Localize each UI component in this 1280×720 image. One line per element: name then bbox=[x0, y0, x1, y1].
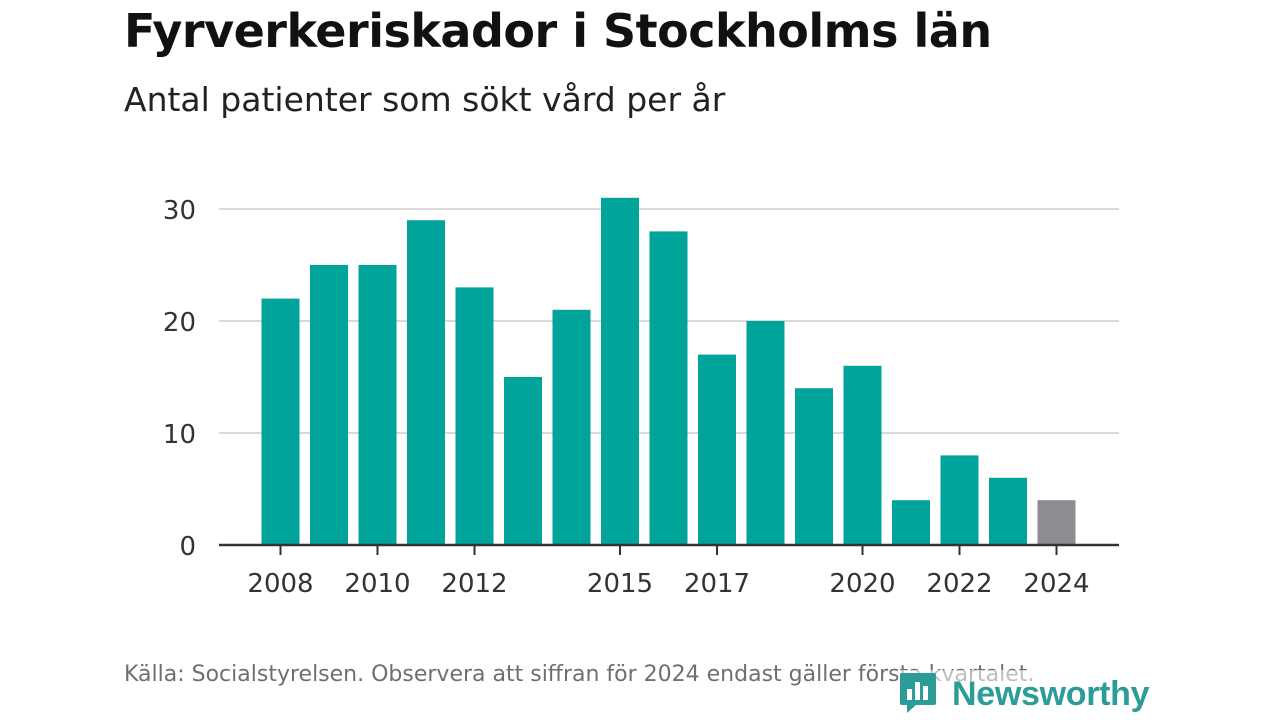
bar-2021 bbox=[892, 500, 930, 545]
y-tick-label: 0 bbox=[179, 532, 196, 562]
y-tick-label: 30 bbox=[163, 196, 196, 226]
chart-title: Fyrverkeriskador i Stockholms län bbox=[124, 4, 992, 58]
bar-2014 bbox=[552, 309, 591, 545]
bar-2023 bbox=[989, 477, 1027, 545]
bar-2024 bbox=[1037, 500, 1076, 545]
x-tick-label: 2015 bbox=[587, 569, 653, 599]
bar-2008 bbox=[261, 298, 300, 545]
bar-2009 bbox=[310, 265, 348, 545]
x-tick-label: 2024 bbox=[1023, 569, 1089, 599]
y-tick-label: 10 bbox=[163, 420, 196, 450]
bar-2016 bbox=[649, 231, 688, 545]
source-note: Källa: Socialstyrelsen. Observera att si… bbox=[124, 662, 1035, 687]
x-tick-label: 2010 bbox=[344, 569, 410, 599]
x-tick-label: 2017 bbox=[684, 569, 750, 599]
brand-logo: Newsworthy bbox=[898, 669, 1150, 719]
bar-2012 bbox=[455, 287, 494, 545]
y-tick-label: 20 bbox=[163, 308, 196, 338]
bar-2011 bbox=[407, 220, 445, 545]
bar-2010 bbox=[358, 265, 397, 545]
bar-2013 bbox=[504, 377, 542, 545]
bar-2015 bbox=[601, 197, 639, 546]
chart-subtitle: Antal patienter som sökt vård per år bbox=[124, 80, 726, 119]
x-tick-label: 2012 bbox=[441, 569, 507, 599]
bar-2019 bbox=[795, 388, 833, 545]
x-tick-label: 2008 bbox=[247, 569, 313, 599]
bar-2017 bbox=[698, 354, 736, 545]
newsworthy-logo-icon bbox=[898, 669, 938, 719]
bar-2018 bbox=[746, 321, 785, 545]
bar-2020 bbox=[843, 365, 882, 545]
brand-name: Newsworthy bbox=[952, 674, 1150, 713]
bar-2022 bbox=[940, 455, 979, 545]
x-tick-label: 2020 bbox=[829, 569, 895, 599]
x-tick-label: 2022 bbox=[926, 569, 992, 599]
